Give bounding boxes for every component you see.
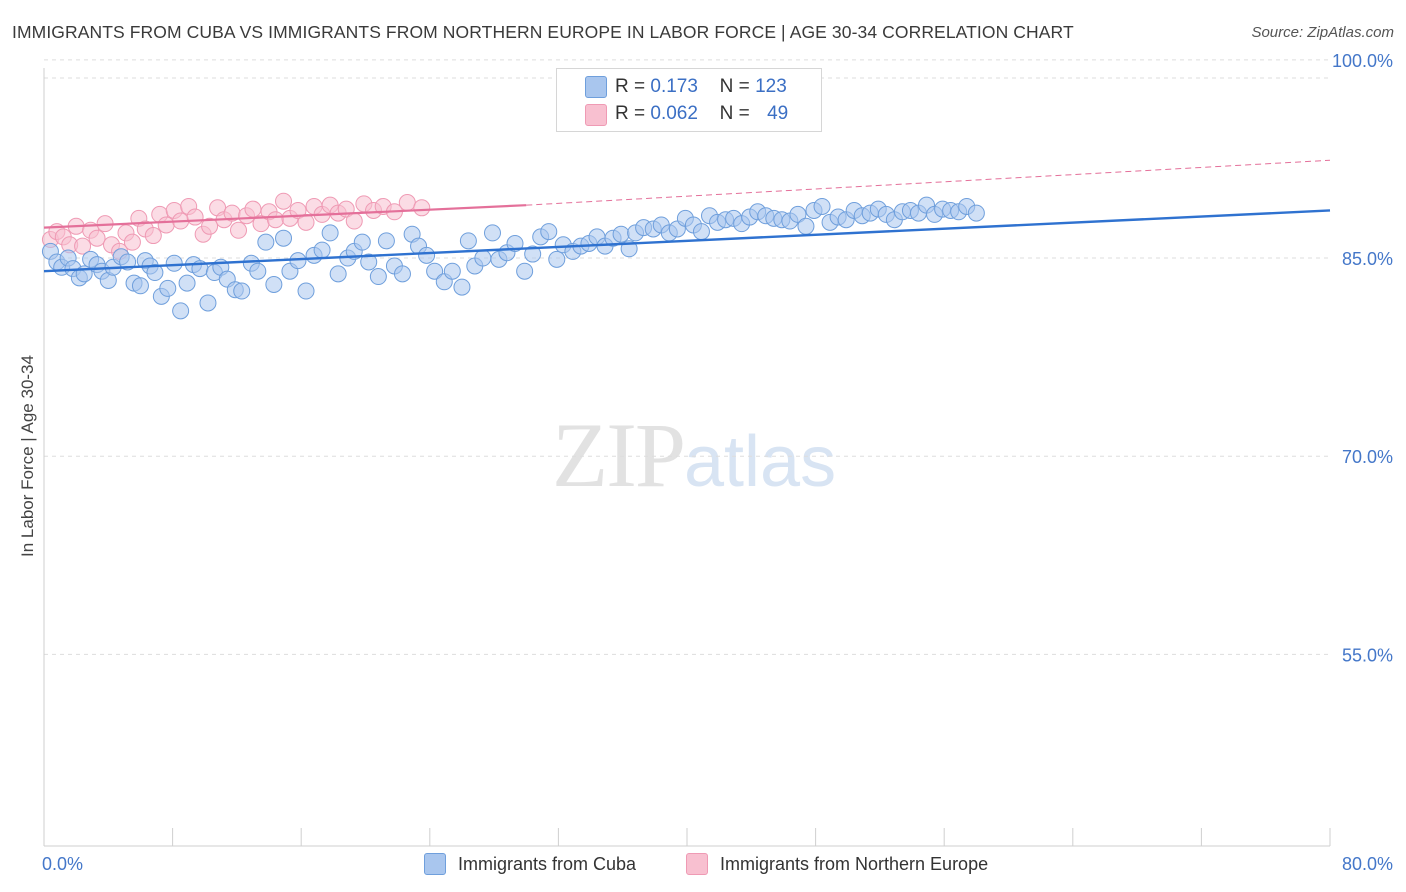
cuba-point xyxy=(297,282,315,300)
cuba-trendline xyxy=(43,209,1331,273)
northern-europe-point xyxy=(144,227,162,245)
cuba-point xyxy=(146,264,164,282)
cuba-point xyxy=(483,224,501,242)
cuba-point xyxy=(443,262,461,280)
cuba-point xyxy=(329,265,347,283)
cuba-n-value: 123 xyxy=(755,76,787,97)
cuba-point xyxy=(172,302,190,320)
northern-europe-point xyxy=(74,237,92,255)
cuba-r-value: 0.173 xyxy=(650,76,698,97)
cuba-point xyxy=(453,278,471,296)
legend-item-northern-europe: Immigrants from Northern Europe xyxy=(686,852,988,876)
cuba-point xyxy=(265,275,283,293)
northern-europe-point xyxy=(398,194,416,212)
northern-europe-point xyxy=(88,229,106,247)
n-label: N = xyxy=(719,103,750,124)
cuba-point xyxy=(178,274,196,292)
cuba-point xyxy=(459,232,477,250)
cuba-point xyxy=(199,294,217,312)
northern-europe-trendline-extension xyxy=(526,159,1331,206)
cuba-point xyxy=(131,277,149,295)
x-tick-label: 80.0% xyxy=(1342,854,1393,874)
watermark-zip: ZIP xyxy=(552,404,686,506)
r-label: R = xyxy=(615,103,646,124)
northern-europe-point xyxy=(289,201,307,219)
source-label: Source: ZipAtlas.com xyxy=(1251,24,1394,41)
cuba-point xyxy=(369,268,387,286)
cuba-point xyxy=(313,241,331,259)
cuba-point xyxy=(377,232,395,250)
northern-europe-point xyxy=(413,199,431,217)
cuba-point xyxy=(159,279,177,297)
northern-europe-point xyxy=(266,211,284,229)
legend-item-cuba: Immigrants from Cuba xyxy=(424,852,636,876)
cuba-point xyxy=(516,262,534,280)
cuba-point xyxy=(249,262,267,280)
cuba-point xyxy=(506,234,524,252)
cuba-point xyxy=(275,229,293,247)
cuba-point xyxy=(692,223,710,241)
cuba-point xyxy=(257,233,275,251)
cuba-point xyxy=(360,253,378,271)
r-label: R = xyxy=(615,76,646,97)
y-tick-label: 55.0% xyxy=(1342,645,1393,665)
northern-europe-point xyxy=(244,200,262,218)
chart-title: IMMIGRANTS FROM CUBA VS IMMIGRANTS FROM … xyxy=(12,22,1074,42)
northern-europe-point xyxy=(230,221,248,239)
cuba-point xyxy=(426,262,444,280)
northern-europe-point xyxy=(157,216,175,234)
cuba-point xyxy=(813,197,831,215)
cuba-point xyxy=(393,265,411,283)
northern-europe-swatch xyxy=(585,104,607,126)
stats-legend: R = 0.173 N = 123 R = 0.062 N = 49 xyxy=(556,68,822,132)
cuba-point xyxy=(540,223,558,241)
x-tick-label: 0.0% xyxy=(42,854,83,874)
cuba-point xyxy=(797,217,815,235)
cuba-point xyxy=(165,254,183,272)
cuba-point xyxy=(548,250,566,268)
y-tick-label: 70.0% xyxy=(1342,447,1393,467)
ne-legend-label: Immigrants from Northern Europe xyxy=(720,853,989,874)
cuba-point xyxy=(233,282,251,300)
cuba-point xyxy=(612,225,630,243)
cuba-legend-swatch xyxy=(424,853,446,875)
ne-r-value: 0.062 xyxy=(650,103,698,124)
ne-n-value: 49 xyxy=(767,103,789,124)
northern-europe-point xyxy=(345,212,363,230)
cuba-point xyxy=(418,246,436,264)
cuba-point xyxy=(524,245,542,263)
cuba-point xyxy=(474,249,492,267)
cuba-point xyxy=(321,224,339,242)
northern-europe-point xyxy=(186,208,204,226)
n-label: N = xyxy=(719,76,750,97)
ne-legend-swatch xyxy=(686,853,708,875)
northern-europe-point xyxy=(275,192,293,210)
legend-row-cuba: R = 0.173 N = 123 xyxy=(615,75,787,99)
y-tick-label: 85.0% xyxy=(1342,249,1393,269)
cuba-legend-label: Immigrants from Cuba xyxy=(458,853,637,874)
northern-europe-point xyxy=(123,233,141,251)
cuba-point xyxy=(967,204,985,222)
cuba-point xyxy=(353,233,371,251)
watermark-atlas: atlas xyxy=(684,422,837,502)
y-axis-label: In Labor Force | Age 30-34 xyxy=(18,355,37,557)
y-tick-label: 100.0% xyxy=(1332,51,1393,71)
watermark: ZIPatlas xyxy=(552,402,836,508)
northern-europe-point xyxy=(201,217,219,235)
northern-europe-trendline xyxy=(43,204,527,229)
legend-row-northern-europe: R = 0.062 N = 49 xyxy=(615,102,788,126)
cuba-swatch xyxy=(585,76,607,98)
cuba-point xyxy=(789,205,807,223)
